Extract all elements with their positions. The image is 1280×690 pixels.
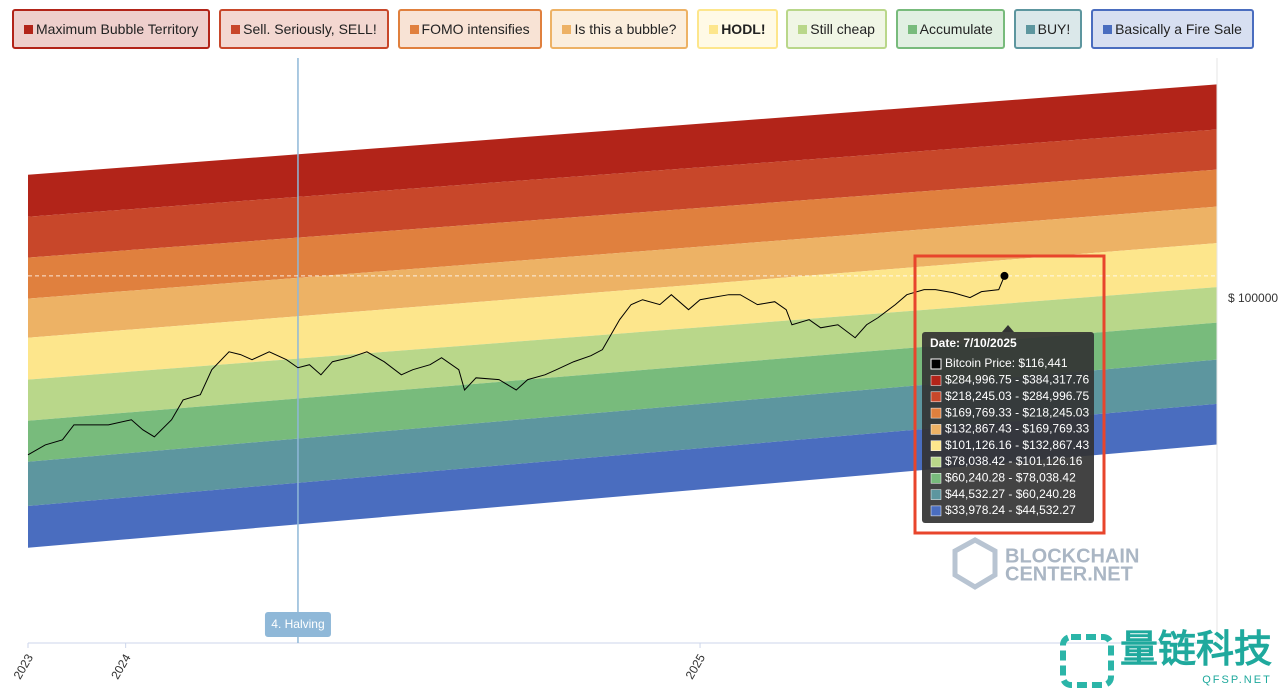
band bbox=[28, 359, 1217, 506]
tooltip-swatch bbox=[930, 391, 942, 403]
halving-label: 4. Halving bbox=[271, 617, 324, 631]
tooltip-swatch bbox=[930, 489, 942, 500]
band bbox=[28, 84, 1217, 217]
legend-label: FOMO intensifies bbox=[421, 21, 530, 37]
tooltip-price: Bitcoin Price: $116,441 bbox=[945, 356, 1068, 370]
tooltip-row: $78,038.42 - $101,126.16 bbox=[945, 454, 1083, 468]
tooltip-row: $33,978.24 - $44,532.27 bbox=[945, 503, 1076, 517]
tooltip-swatch bbox=[930, 407, 942, 419]
legend-swatch bbox=[562, 24, 572, 34]
x-tick-label: 2024 bbox=[108, 651, 134, 681]
legend-item[interactable]: HODL! bbox=[697, 9, 778, 49]
tooltip-swatch bbox=[930, 505, 942, 517]
tooltip-swatch bbox=[930, 440, 942, 451]
watermark: BLOCKCHAIN bbox=[1005, 545, 1139, 567]
band bbox=[28, 287, 1217, 421]
tooltip-row: $284,996.75 - $384,317.76 bbox=[945, 373, 1089, 387]
legend-item[interactable]: FOMO intensifies bbox=[397, 9, 542, 49]
watermark: QFSP.NET bbox=[1202, 674, 1272, 686]
band bbox=[28, 129, 1217, 258]
legend-label: Maximum Bubble Territory bbox=[36, 21, 199, 37]
legend-item[interactable]: Basically a Fire Sale bbox=[1091, 9, 1254, 49]
tooltip-swatch bbox=[930, 456, 942, 468]
watermark-logo bbox=[1060, 634, 1114, 688]
price-point bbox=[1000, 271, 1009, 280]
legend-label: HODL! bbox=[721, 21, 766, 37]
tooltip-title: Date: 7/10/2025 bbox=[930, 336, 1017, 350]
legend-swatch bbox=[798, 24, 808, 34]
tooltip-row: $132,867.43 - $169,769.33 bbox=[945, 422, 1089, 436]
band bbox=[28, 403, 1217, 548]
legend-swatch bbox=[231, 24, 241, 34]
tooltip-swatch bbox=[930, 424, 942, 435]
legend-swatch bbox=[907, 24, 917, 34]
legend-label: Still cheap bbox=[810, 21, 875, 37]
price-line bbox=[27, 275, 1005, 456]
legend-label: Sell. Seriously, SELL! bbox=[243, 21, 377, 37]
tooltip-pointer bbox=[1002, 325, 1014, 332]
halving-label-box bbox=[264, 612, 331, 637]
band bbox=[28, 206, 1217, 338]
tooltip-box bbox=[922, 332, 1094, 523]
tooltip-row: $218,245.03 - $284,996.75 bbox=[945, 389, 1089, 403]
tooltip-row: $60,240.28 - $78,038.42 bbox=[945, 470, 1076, 484]
legend-item[interactable]: BUY! bbox=[1013, 9, 1083, 49]
band bbox=[28, 243, 1217, 380]
highlight-box bbox=[913, 254, 1106, 535]
tooltip-swatch bbox=[930, 473, 942, 484]
legend-swatch bbox=[1103, 24, 1113, 34]
legend-item[interactable]: Sell. Seriously, SELL! bbox=[219, 9, 389, 49]
tooltip-swatch bbox=[930, 358, 942, 370]
tooltip-row: $44,532.27 - $60,240.28 bbox=[945, 487, 1076, 501]
y-tick-label: $ 100000 bbox=[1228, 291, 1278, 305]
legend-item[interactable]: Maximum Bubble Territory bbox=[12, 9, 211, 49]
watermark: CENTER.NET bbox=[1005, 563, 1133, 585]
legend-swatch bbox=[709, 24, 719, 34]
legend-label: Basically a Fire Sale bbox=[1115, 21, 1242, 37]
legend: Maximum Bubble Territory Sell. Seriously,… bbox=[12, 9, 1254, 49]
watermark-logo bbox=[952, 537, 998, 590]
tooltip-swatch bbox=[930, 375, 942, 386]
legend-label: Accumulate bbox=[919, 21, 993, 37]
legend-swatch bbox=[409, 24, 419, 34]
legend-label: BUY! bbox=[1037, 21, 1071, 37]
tooltip-row: $101,126.16 - $132,867.43 bbox=[945, 438, 1089, 452]
legend-item[interactable]: Still cheap bbox=[786, 9, 887, 49]
legend-item[interactable]: Is this a bubble? bbox=[550, 9, 689, 49]
tooltip-row: $169,769.33 - $218,245.03 bbox=[945, 405, 1089, 419]
band bbox=[28, 169, 1217, 299]
legend-label: Is this a bubble? bbox=[574, 21, 677, 37]
legend-swatch bbox=[1025, 24, 1035, 34]
legend-swatch bbox=[24, 24, 33, 34]
x-tick-label: 2023 bbox=[11, 651, 37, 681]
x-tick-label: 2025 bbox=[683, 651, 709, 681]
legend-item[interactable]: Accumulate bbox=[895, 9, 1005, 49]
band bbox=[28, 322, 1217, 462]
watermark: 量链科技 bbox=[1120, 629, 1272, 671]
